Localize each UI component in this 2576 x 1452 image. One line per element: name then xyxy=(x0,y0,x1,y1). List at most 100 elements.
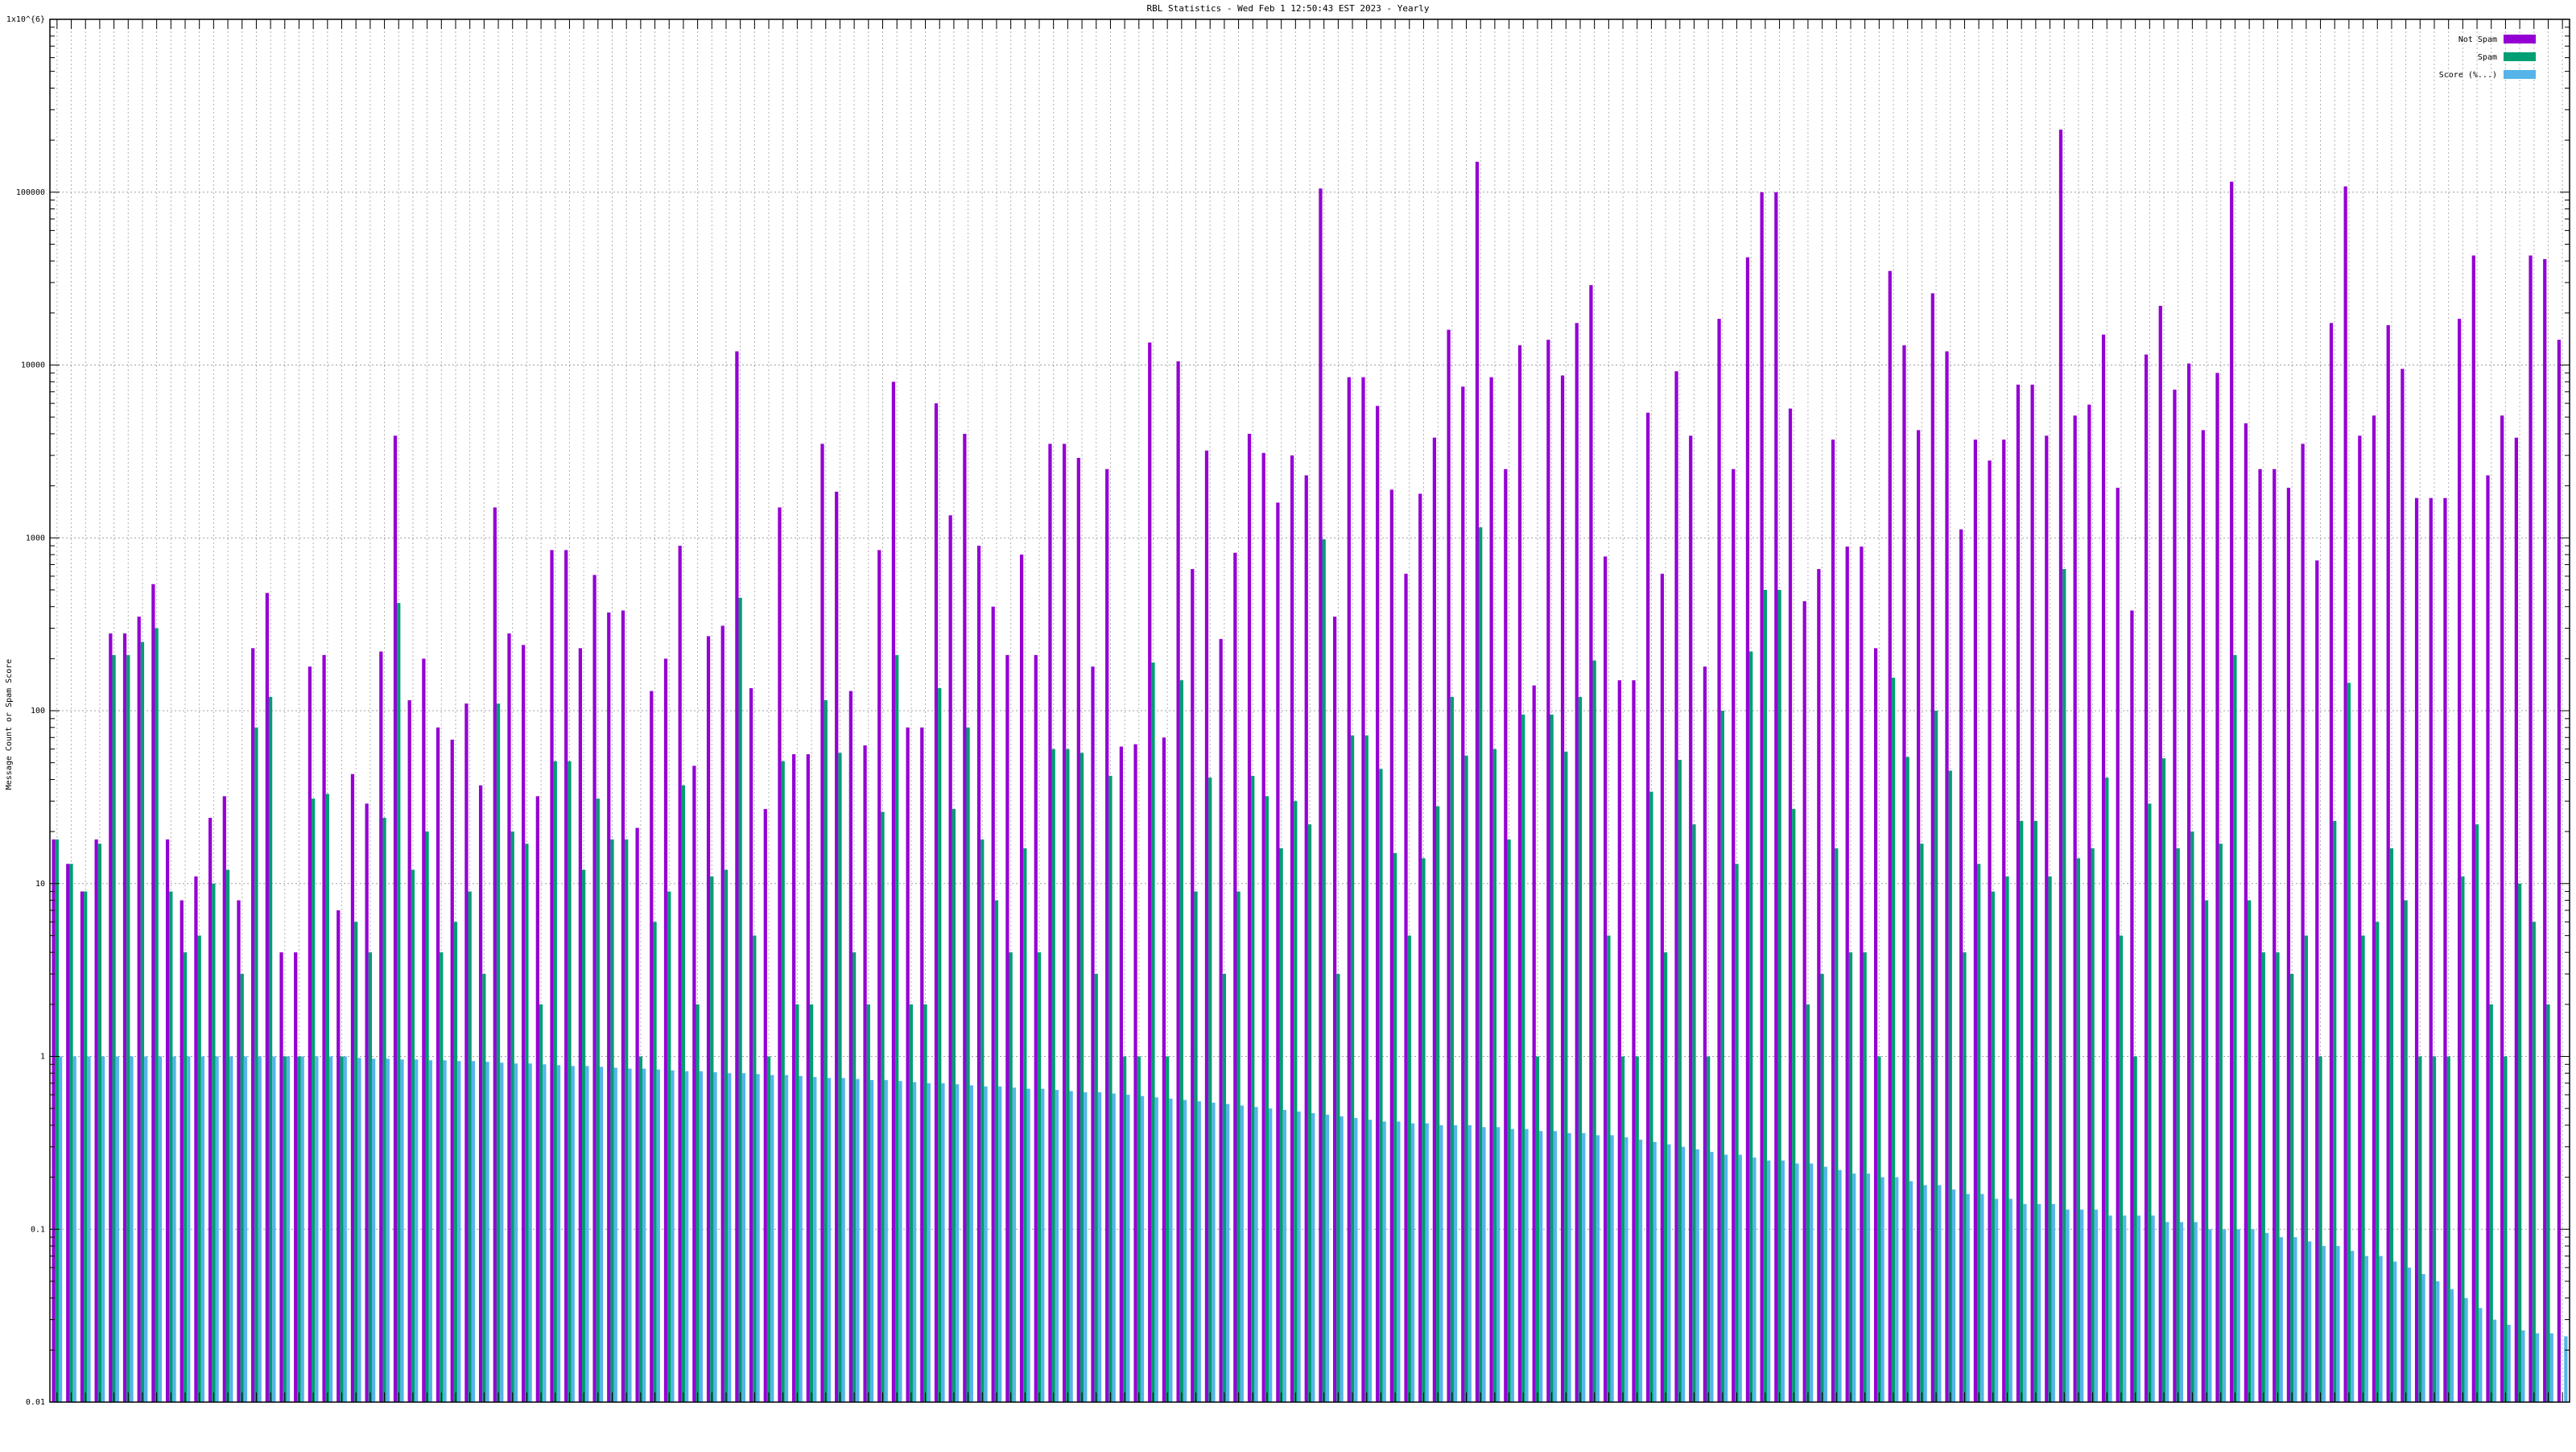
bar-spam xyxy=(240,974,244,1402)
bar-score xyxy=(656,1069,660,1402)
bar-score xyxy=(699,1071,703,1402)
bar-score xyxy=(1069,1091,1073,1402)
bar-spam xyxy=(753,935,757,1402)
bar-score xyxy=(1453,1124,1458,1402)
bar-score xyxy=(1212,1102,1216,1402)
bar-spam xyxy=(2190,831,2194,1402)
bar-score xyxy=(2535,1333,2540,1402)
y-tick-label: 1 xyxy=(40,1053,45,1062)
bar-spam xyxy=(824,699,828,1402)
bar-score xyxy=(2051,1203,2055,1402)
bar-spam xyxy=(1877,1056,1881,1402)
bar-not-spam xyxy=(535,796,539,1402)
bar-not-spam xyxy=(2273,468,2277,1402)
bar-spam xyxy=(881,811,885,1402)
bar-score xyxy=(1055,1090,1059,1402)
bar-score xyxy=(2264,1233,2269,1402)
bar-not-spam xyxy=(635,827,639,1402)
bar-score xyxy=(2293,1237,2297,1402)
bar-score xyxy=(1140,1095,1145,1402)
bar-spam xyxy=(2347,683,2351,1402)
bar-not-spam xyxy=(678,546,682,1402)
bar-spam xyxy=(809,1004,814,1402)
bar-score xyxy=(1539,1131,1543,1402)
bar-not-spam xyxy=(1432,437,1437,1402)
bar-not-spam xyxy=(1119,746,1123,1402)
bar-score xyxy=(2194,1222,2198,1402)
bar-spam xyxy=(1521,714,1525,1402)
bar-spam xyxy=(325,794,329,1402)
bar-spam xyxy=(1236,891,1241,1402)
bar-not-spam xyxy=(735,351,739,1402)
bar-not-spam xyxy=(1176,361,1180,1402)
bar-score xyxy=(1596,1135,1600,1402)
bar-not-spam xyxy=(2087,404,2091,1403)
bar-spam xyxy=(2446,1056,2450,1402)
bar-spam xyxy=(1991,891,1995,1402)
bar-spam xyxy=(895,654,899,1402)
bar-score xyxy=(1325,1114,1330,1402)
bar-spam xyxy=(2148,803,2152,1402)
bar-not-spam xyxy=(1376,406,1380,1402)
bar-score xyxy=(1368,1120,1373,1402)
bar-score xyxy=(1852,1174,1856,1402)
bar-spam xyxy=(2418,1056,2422,1402)
bar-spam xyxy=(653,922,657,1402)
bar-not-spam xyxy=(550,550,554,1403)
bar-spam xyxy=(1920,844,1924,1402)
bar-not-spam xyxy=(350,773,355,1402)
bar-spam xyxy=(2176,848,2180,1402)
bar-not-spam xyxy=(1191,569,1195,1402)
bar-score xyxy=(200,1056,205,1402)
bar-not-spam xyxy=(365,803,369,1402)
bar-spam xyxy=(2389,848,2394,1402)
bar-not-spam xyxy=(1489,377,1493,1403)
bar-not-spam xyxy=(265,592,269,1402)
bar-not-spam xyxy=(109,633,113,1402)
bar-not-spam xyxy=(493,507,497,1403)
bar-spam xyxy=(696,1004,700,1402)
bar-score xyxy=(827,1078,832,1402)
bar-spam xyxy=(1322,539,1326,1402)
bar-spam xyxy=(225,869,230,1402)
bar-score xyxy=(286,1056,291,1402)
bar-spam xyxy=(1066,749,1070,1402)
bar-spam xyxy=(1464,755,1468,1402)
bar-not-spam xyxy=(1760,192,1764,1402)
bar-score xyxy=(386,1058,390,1402)
chart-title: RBL Statistics - Wed Feb 1 12:50:43 EST … xyxy=(1147,3,1430,14)
bar-spam xyxy=(1848,952,1853,1402)
bar-score xyxy=(2549,1333,2553,1402)
bar-spam xyxy=(1905,757,1909,1402)
bar-not-spam xyxy=(2286,487,2291,1402)
bar-spam xyxy=(368,952,373,1402)
bar-spam xyxy=(212,883,216,1402)
bar-not-spam xyxy=(1888,270,1892,1402)
bar-spam xyxy=(1692,824,1696,1402)
bar-spam xyxy=(1735,864,1739,1402)
bar-spam xyxy=(453,922,458,1402)
bar-score xyxy=(628,1068,632,1402)
bar-spam xyxy=(2361,935,2365,1402)
bar-score xyxy=(58,1056,63,1402)
bar-score xyxy=(671,1070,675,1402)
bar-not-spam xyxy=(422,658,426,1402)
bar-not-spam xyxy=(308,666,312,1402)
bar-score xyxy=(1610,1135,1614,1402)
bar-score xyxy=(1781,1160,1785,1402)
bar-score xyxy=(898,1081,902,1402)
bar-not-spam xyxy=(2130,610,2134,1402)
bar-score xyxy=(343,1056,347,1402)
bar-score xyxy=(1638,1139,1643,1402)
bar-score xyxy=(984,1086,988,1402)
bar-spam xyxy=(1336,974,1340,1402)
bar-spam xyxy=(140,641,145,1402)
bar-score xyxy=(2464,1297,2468,1402)
bar-score xyxy=(1269,1108,1273,1402)
bar-not-spam xyxy=(1162,737,1166,1402)
bar-score xyxy=(1397,1121,1401,1402)
bar-score xyxy=(158,1056,162,1402)
bar-not-spam xyxy=(1817,569,1821,1402)
bar-score xyxy=(869,1079,874,1402)
bar-not-spam xyxy=(122,633,127,1402)
